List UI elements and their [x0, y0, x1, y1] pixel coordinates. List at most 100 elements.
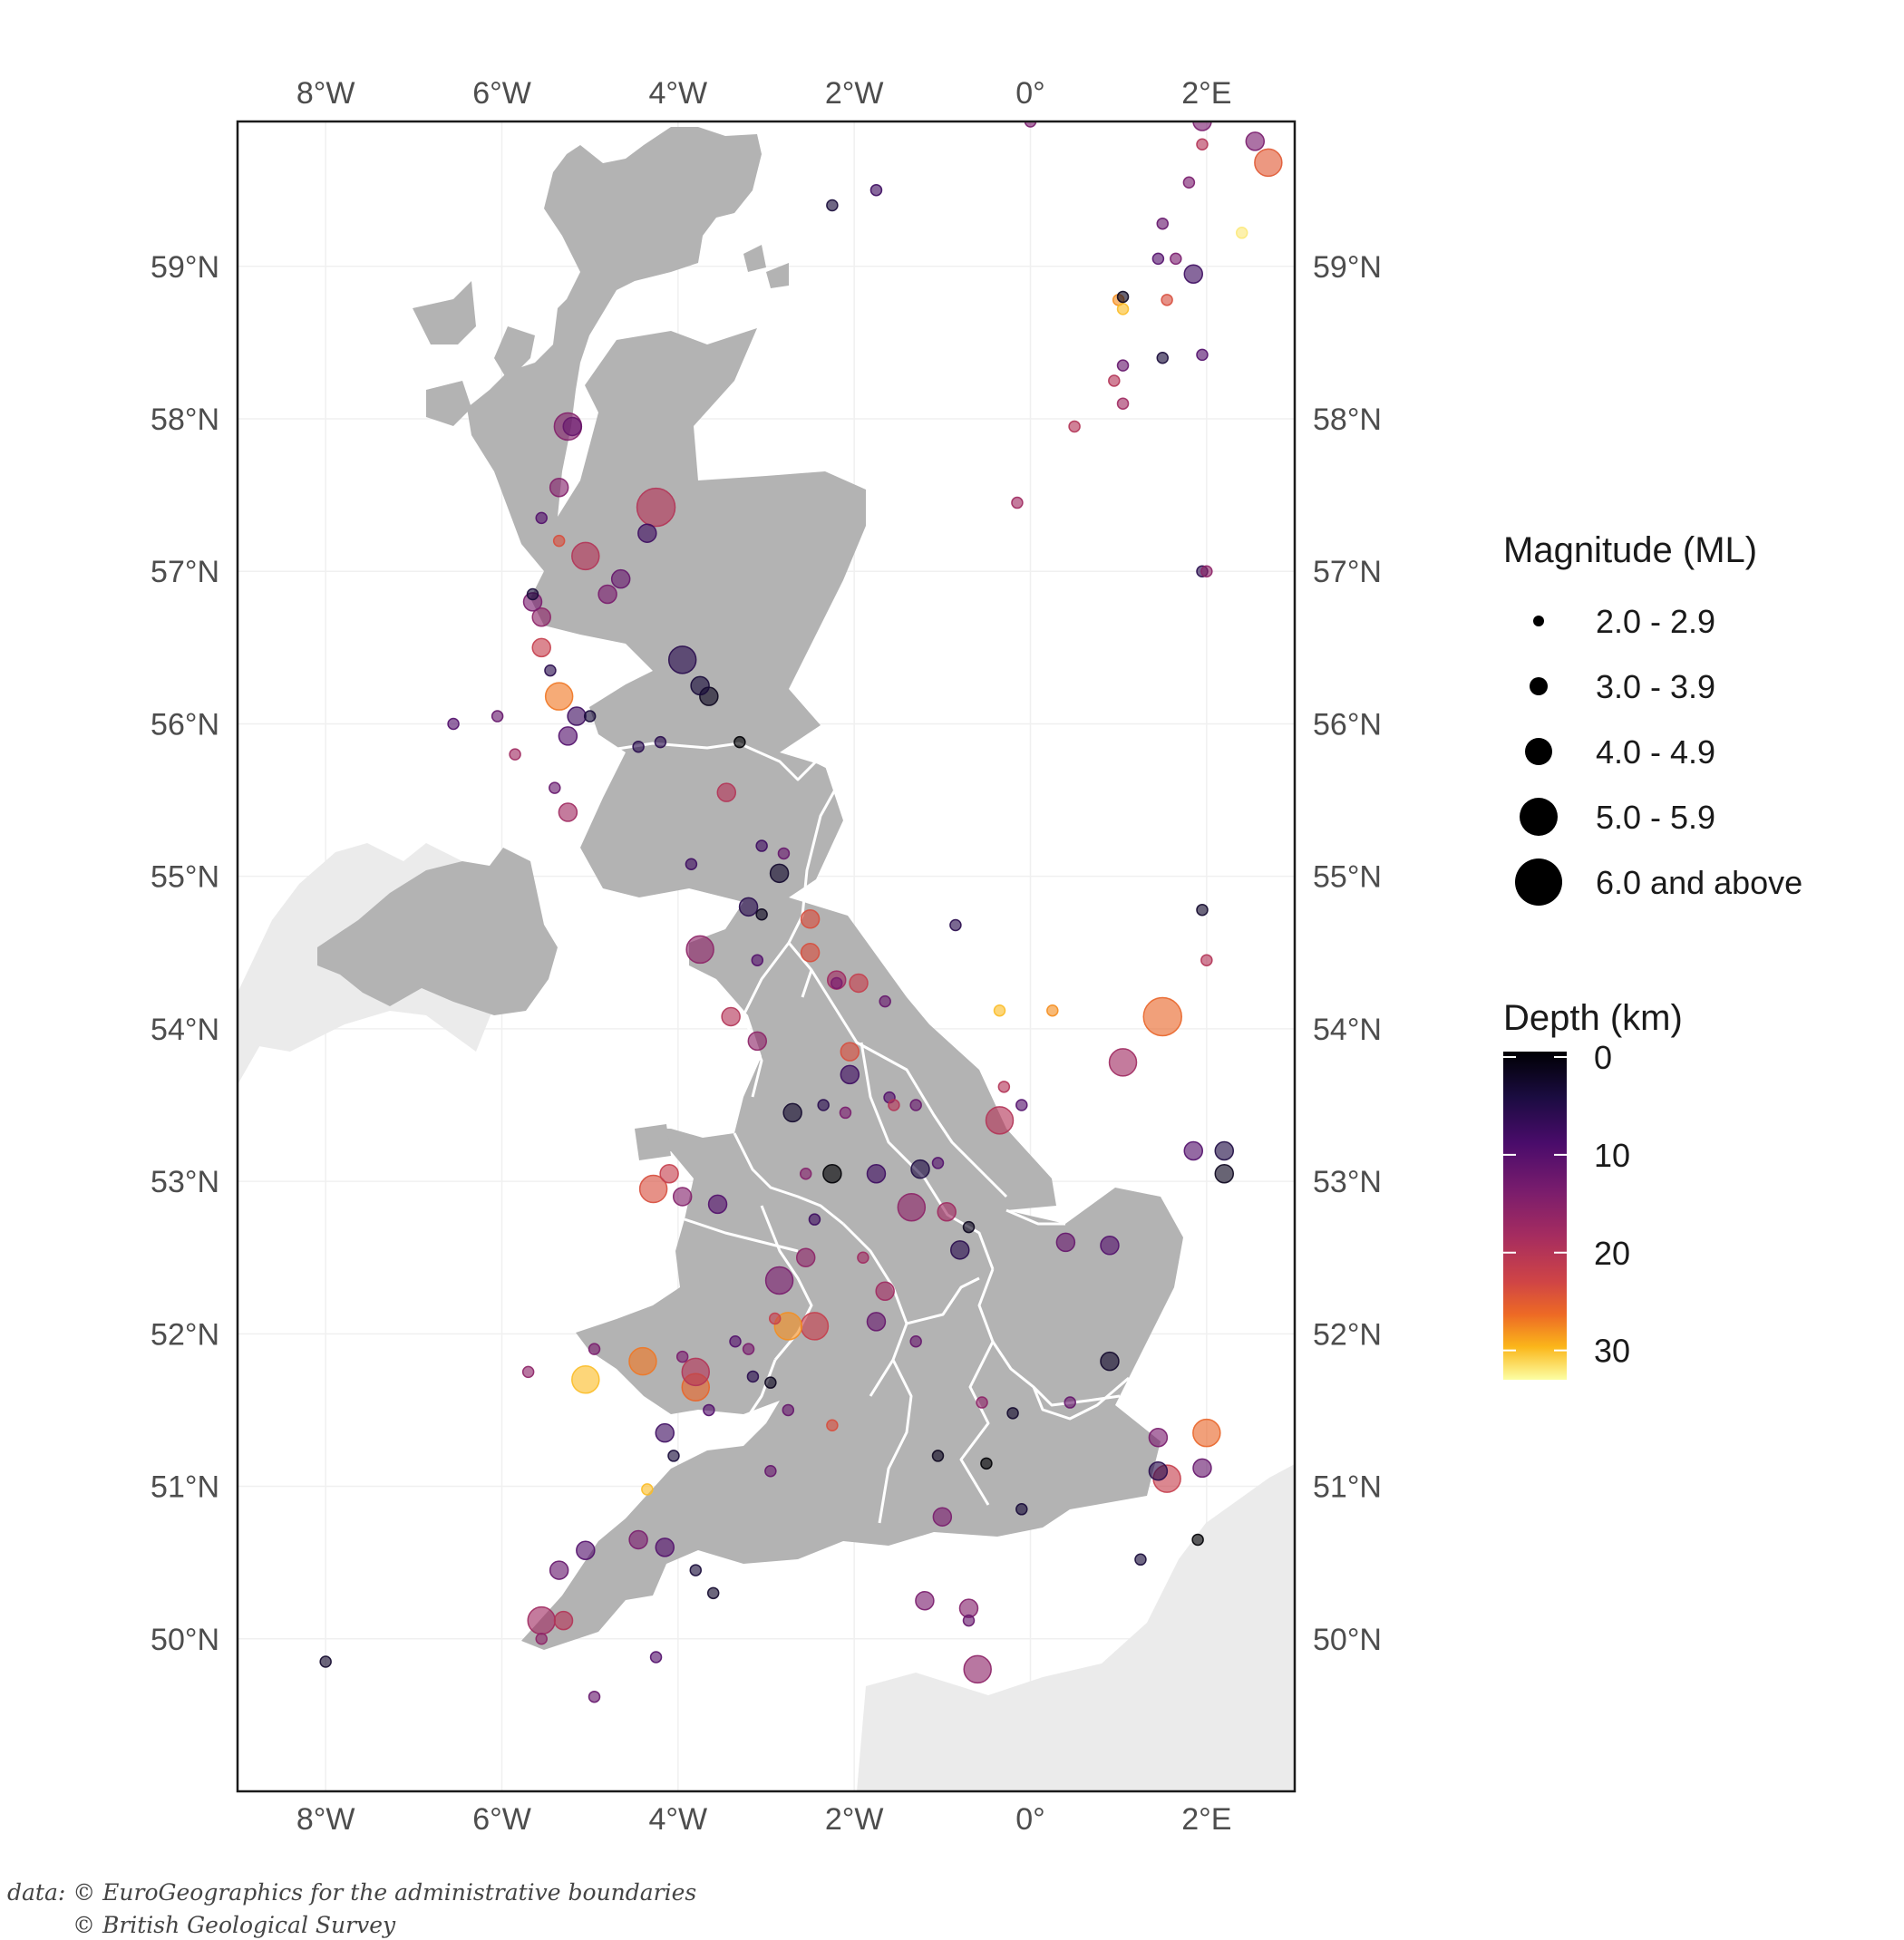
y-tick-label-left: 58°N [151, 403, 219, 437]
magnitude-legend-label: 3.0 - 3.9 [1596, 668, 1715, 705]
earthquake-point [830, 976, 843, 990]
earthquake-point [795, 1247, 816, 1267]
earthquake-point [597, 584, 617, 605]
earthquake-point [800, 1312, 830, 1341]
earthquake-point [1156, 217, 1169, 230]
map-panel-border [236, 120, 1297, 1793]
earthquake-point [685, 858, 698, 870]
earthquake-point [1200, 565, 1213, 577]
earthquake-point [681, 1357, 711, 1387]
earthquake-point [1108, 374, 1121, 387]
earthquake-point [849, 973, 869, 994]
earthquake-point [1116, 290, 1130, 304]
earthquake-point [773, 1312, 803, 1341]
earthquake-point [839, 1106, 852, 1120]
x-tick-label-bottom: 2°W [825, 1802, 884, 1837]
magnitude-legend-symbol [1515, 858, 1562, 906]
x-tick-label-top: 0° [1015, 76, 1045, 111]
earthquake-point [707, 1194, 728, 1215]
earthquake-point [931, 1157, 945, 1169]
earthquake-point [521, 1365, 535, 1379]
earthquake-point [1192, 1458, 1212, 1479]
magnitude-legend-title: Magnitude (ML) [1503, 530, 1757, 570]
earthquake-point [897, 1192, 927, 1222]
earthquake-point [817, 1099, 830, 1111]
earthquake-point [769, 863, 790, 884]
earthquake-point [638, 1174, 668, 1204]
earthquake-point [915, 1590, 935, 1611]
earthquake-point [1196, 348, 1209, 362]
earthquake-point [1006, 1407, 1019, 1420]
earthquake-point [1116, 303, 1130, 315]
earthquake-point [764, 1376, 777, 1389]
depth-tick-label: 0 [1594, 1039, 1612, 1076]
earthquake-point [1214, 1163, 1235, 1184]
depth-colorbar [1503, 1052, 1567, 1380]
earthquake-point [1161, 294, 1173, 306]
earthquake-point [527, 1605, 556, 1635]
earthquake-point [447, 717, 460, 731]
earthquake-point [562, 416, 582, 437]
earthquake-point [997, 1081, 1011, 1093]
earthquake-point [649, 1651, 663, 1664]
earthquake-point [1108, 1048, 1138, 1077]
y-tick-label-right: 52°N [1313, 1317, 1382, 1352]
magnitude-legend-symbol [1530, 677, 1548, 695]
earthquake-point [544, 682, 574, 711]
earthquake-point [866, 1312, 887, 1332]
earthquake-point [1011, 496, 1024, 509]
earthquake-point [950, 1240, 970, 1260]
earthquake-point [1191, 1533, 1204, 1547]
x-tick-label-top: 8°W [296, 76, 355, 111]
y-tick-label-left: 53°N [151, 1165, 219, 1199]
earthquake-point [659, 1163, 679, 1184]
earthquake-point [1196, 903, 1209, 917]
earthquake-point [632, 740, 645, 753]
x-tick-label-top: 4°W [649, 76, 708, 111]
earthquake-point [782, 1102, 802, 1123]
earthquake-point [583, 710, 597, 723]
earthquake-point [949, 918, 962, 932]
earthquake-point [808, 1213, 821, 1226]
magnitude-legend-symbol [1533, 616, 1544, 626]
earthquake-point [1183, 264, 1204, 284]
magnitude-legend: Magnitude (ML) 2.0 - 2.9 3.0 - 3.9 4.0 - 4… [1503, 530, 1802, 906]
earthquake-point [655, 1422, 675, 1443]
earthquake-point [544, 664, 557, 677]
magnitude-legend-label: 5.0 - 5.9 [1596, 799, 1715, 836]
earthquake-point [822, 1163, 842, 1184]
depth-tick-label: 30 [1594, 1333, 1630, 1370]
earthquake-point [1151, 252, 1165, 266]
x-tick-label-top: 2°E [1181, 76, 1231, 111]
earthquake-point [535, 511, 548, 525]
y-tick-label-left: 51°N [151, 1470, 219, 1505]
magnitude-legend-symbol [1520, 798, 1558, 836]
earthquake-point [869, 183, 883, 197]
earthquake-point [549, 781, 561, 794]
earthquake-point [1015, 1503, 1028, 1516]
earthquake-point [628, 1346, 657, 1376]
earthquake-point [738, 897, 759, 917]
earthquake-point [675, 1350, 689, 1363]
earthquake-point [800, 943, 821, 963]
earthquake-point [319, 1655, 332, 1668]
y-tick-label-left: 52°N [151, 1317, 219, 1352]
earthquake-point [840, 1064, 860, 1085]
earthquake-point [509, 748, 521, 761]
earthquake-point [879, 994, 891, 1008]
earthquake-point [1116, 359, 1130, 372]
earthquake-point [751, 954, 764, 966]
earthquake-point [733, 735, 746, 749]
earthquake-point [764, 1266, 794, 1295]
magnitude-legend-label: 2.0 - 2.9 [1596, 603, 1715, 640]
magnitude-legend-label: 4.0 - 4.9 [1596, 733, 1715, 771]
earthquake-point [1245, 131, 1266, 151]
earthquake-point [840, 1042, 860, 1062]
y-tick-label-left: 57°N [151, 555, 219, 589]
earthquake-point [1100, 1236, 1120, 1256]
earthquake-point [1196, 138, 1209, 150]
earthquake-point [576, 1540, 596, 1560]
earthquake-point [976, 1396, 988, 1409]
earthquake-point [1156, 351, 1169, 364]
